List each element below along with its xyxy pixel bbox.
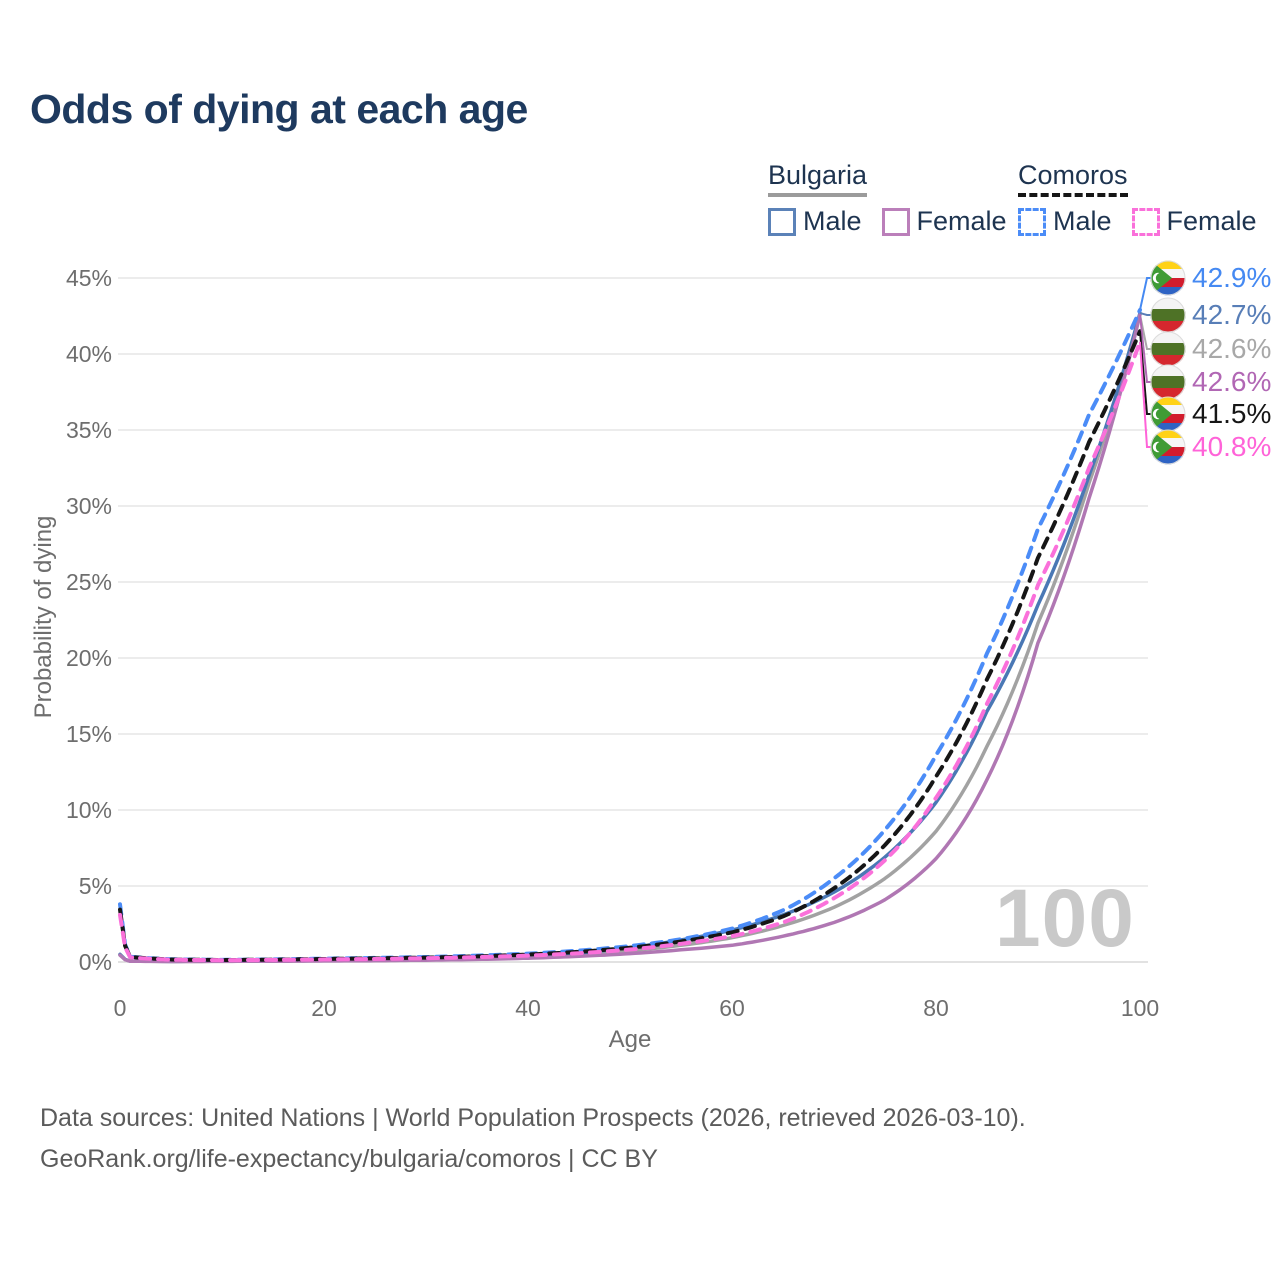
end-value-text: 42.7% — [1192, 299, 1272, 330]
end-value-text: 42.9% — [1192, 262, 1272, 293]
legend-item-label: Female — [916, 206, 1007, 236]
end-label-comoros_female: 40.8% — [1150, 429, 1271, 465]
y-tick-20: 20% — [65, 645, 112, 671]
leader-line-bulgaria_both — [1139, 314, 1151, 350]
y-tick-40: 40% — [65, 341, 112, 367]
x-tick-0: 0 — [113, 995, 127, 1021]
end-label-bulgaria_male: 42.7% — [1150, 297, 1271, 333]
flag-bulgaria-icon — [1150, 331, 1186, 367]
series-line-comoros_both — [118, 329, 1142, 962]
end-label-comoros_male: 42.9% — [1150, 260, 1271, 296]
series-line-bulgaria_female — [118, 312, 1142, 964]
legend-swatch-icon — [768, 207, 796, 236]
series-line-bulgaria_both — [118, 312, 1142, 964]
leader-line-comoros_both — [1139, 331, 1151, 415]
legend-country-comoros: Comoros — [1018, 160, 1128, 197]
y-axis-label: Probability of dying — [30, 515, 57, 719]
legend-item-comoros-male[interactable]: Male — [1018, 206, 1112, 237]
flag-bulgaria-icon — [1150, 297, 1186, 333]
y-tick-0: 0% — [78, 949, 112, 975]
legend-item-label: Female — [1166, 206, 1257, 236]
y-tick-5: 5% — [78, 873, 112, 899]
legend-swatch-icon — [1018, 207, 1046, 236]
data-source-line: Data sources: United Nations | World Pop… — [40, 1104, 1026, 1132]
flag-comoros-icon — [1150, 429, 1186, 465]
y-tick-15: 15% — [65, 721, 112, 747]
end-label-comoros_both: 41.5% — [1150, 396, 1271, 432]
x-tick-80: 80 — [923, 995, 949, 1021]
series-line-bulgaria_male — [118, 311, 1142, 964]
leader-line-comoros_male — [1139, 277, 1151, 311]
hover-age-watermark: 100 — [995, 873, 1135, 964]
page-title: Odds of dying at each age — [30, 86, 528, 132]
y-tick-10: 10% — [65, 797, 112, 823]
x-tick-100: 100 — [1120, 995, 1160, 1021]
end-value-text: 40.8% — [1192, 431, 1272, 462]
flag-comoros-icon — [1150, 396, 1186, 432]
series-line-comoros_male — [118, 307, 1142, 962]
x-axis-label: Age — [608, 1026, 652, 1053]
y-tick-45: 45% — [65, 265, 112, 291]
legend-group-comoros: Comoros Male Female — [1018, 160, 1277, 237]
y-tick-25: 25% — [65, 569, 112, 595]
series-line-comoros_female — [118, 339, 1142, 963]
legend-item-bulgaria-female[interactable]: Female — [881, 206, 1007, 237]
x-tick-60: 60 — [719, 995, 745, 1021]
end-label-bulgaria_both: 42.6% — [1150, 331, 1271, 367]
legend-item-comoros-female[interactable]: Female — [1131, 206, 1257, 237]
legend-group-bulgaria: Bulgaria Male Female — [768, 160, 1027, 237]
leader-line-bulgaria_female — [1139, 314, 1151, 383]
x-tick-20: 20 — [311, 995, 337, 1021]
legend-item-label: Male — [803, 206, 862, 236]
attribution-line: GeoRank.org/life-expectancy/bulgaria/com… — [40, 1145, 658, 1173]
legend-item-label: Male — [1053, 206, 1112, 236]
legend-items-comoros: Male Female — [1018, 206, 1277, 237]
y-tick-35: 35% — [65, 417, 112, 443]
leader-line-bulgaria_male — [1139, 312, 1151, 316]
x-tick-40: 40 — [515, 995, 541, 1021]
end-value-text: 42.6% — [1192, 333, 1272, 364]
end-value-text: 41.5% — [1192, 398, 1272, 429]
legend-items-bulgaria: Male Female — [768, 206, 1027, 237]
legend-swatch-icon — [1131, 207, 1160, 236]
y-tick-30: 30% — [65, 493, 112, 519]
flag-comoros-icon — [1150, 260, 1186, 296]
legend-item-bulgaria-male[interactable]: Male — [768, 206, 862, 237]
flag-bulgaria-icon — [1150, 364, 1186, 400]
end-value-text: 42.6% — [1192, 366, 1272, 397]
legend-swatch-icon — [881, 207, 910, 236]
legend-country-bulgaria: Bulgaria — [768, 160, 868, 197]
leader-line-comoros_female — [1139, 341, 1151, 448]
end-label-bulgaria_female: 42.6% — [1150, 364, 1271, 400]
